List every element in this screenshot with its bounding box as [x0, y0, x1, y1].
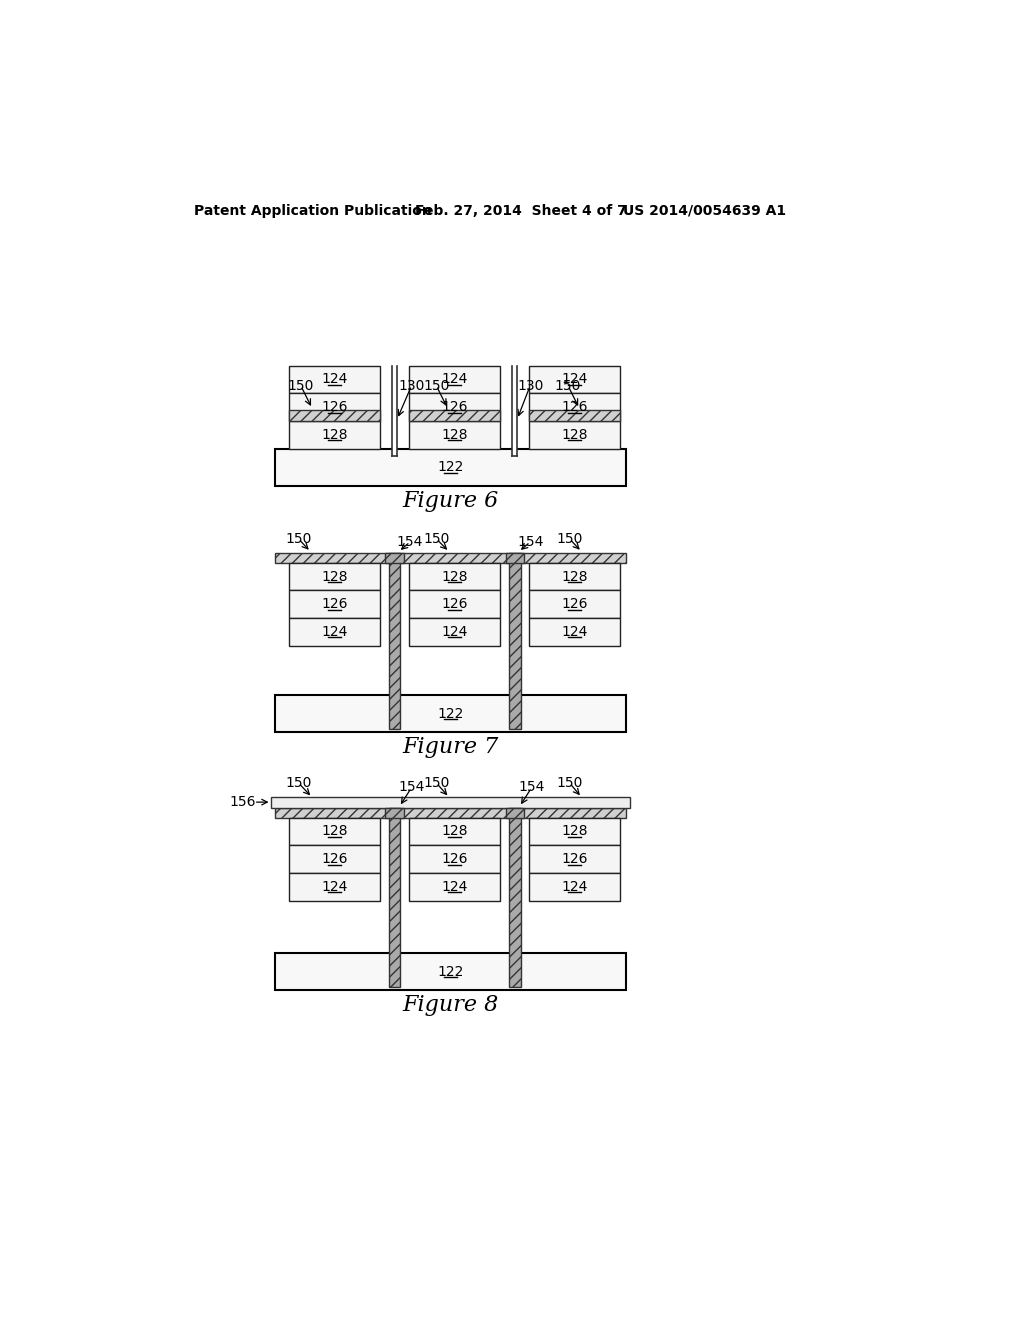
Text: 154: 154 — [518, 780, 545, 795]
Text: 124: 124 — [322, 372, 348, 387]
Text: 150: 150 — [288, 379, 314, 392]
Bar — [289, 393, 380, 421]
Bar — [410, 562, 500, 590]
Text: 154: 154 — [517, 535, 544, 549]
Bar — [275, 696, 626, 733]
Bar — [529, 845, 621, 873]
Text: 154: 154 — [398, 780, 425, 795]
Bar — [275, 808, 626, 817]
Text: 126: 126 — [322, 400, 348, 414]
Text: 150: 150 — [556, 776, 583, 789]
Text: 150: 150 — [555, 379, 581, 392]
Bar — [275, 449, 626, 486]
Bar — [506, 808, 524, 817]
Bar — [509, 553, 520, 729]
Text: 126: 126 — [322, 597, 348, 611]
Text: 130: 130 — [398, 379, 425, 392]
Text: 128: 128 — [441, 569, 468, 583]
Text: 126: 126 — [561, 400, 588, 414]
Text: 126: 126 — [441, 853, 468, 866]
Text: 128: 128 — [561, 569, 588, 583]
Text: 150: 150 — [556, 532, 583, 545]
Bar — [529, 590, 621, 618]
Bar — [506, 553, 524, 562]
Bar — [289, 817, 380, 845]
Text: 150: 150 — [423, 532, 450, 545]
Text: Feb. 27, 2014  Sheet 4 of 7: Feb. 27, 2014 Sheet 4 of 7 — [416, 203, 628, 218]
Bar — [289, 366, 380, 393]
Bar — [529, 421, 621, 449]
Text: Figure 7: Figure 7 — [402, 737, 499, 759]
Bar — [410, 366, 500, 393]
Bar — [410, 393, 500, 421]
Text: 150: 150 — [286, 776, 311, 789]
Bar — [410, 845, 500, 873]
Text: Figure 6: Figure 6 — [402, 490, 499, 512]
Text: 128: 128 — [561, 825, 588, 838]
Bar — [529, 393, 621, 421]
Bar — [289, 562, 380, 590]
Text: 124: 124 — [441, 624, 468, 639]
Text: 124: 124 — [441, 880, 468, 894]
Text: 124: 124 — [441, 372, 468, 387]
Text: 130: 130 — [517, 379, 544, 392]
Text: 128: 128 — [322, 569, 348, 583]
Text: 128: 128 — [322, 428, 348, 442]
Text: 150: 150 — [423, 776, 450, 789]
Text: 128: 128 — [561, 428, 588, 442]
Bar — [410, 618, 500, 645]
Text: 124: 124 — [561, 372, 588, 387]
Bar — [410, 590, 500, 618]
Bar — [529, 817, 621, 845]
Bar — [289, 421, 380, 449]
Bar — [389, 553, 400, 729]
Text: 126: 126 — [441, 597, 468, 611]
Bar — [392, 366, 397, 461]
Text: Figure 8: Figure 8 — [402, 994, 499, 1016]
Bar — [529, 873, 621, 900]
Bar — [509, 808, 520, 987]
Text: 126: 126 — [561, 853, 588, 866]
Text: Patent Application Publication: Patent Application Publication — [194, 203, 431, 218]
Text: 124: 124 — [322, 624, 348, 639]
Text: 150: 150 — [423, 379, 450, 392]
Bar — [385, 808, 403, 817]
Text: 122: 122 — [437, 965, 464, 978]
Bar — [529, 366, 621, 393]
Text: 128: 128 — [441, 825, 468, 838]
Text: 126: 126 — [441, 400, 468, 414]
Bar — [512, 366, 517, 461]
Bar — [410, 873, 500, 900]
Bar — [410, 411, 500, 421]
Text: 156: 156 — [229, 795, 256, 809]
Bar — [385, 553, 403, 562]
Text: 122: 122 — [437, 706, 464, 721]
Text: 126: 126 — [322, 853, 348, 866]
Text: 154: 154 — [397, 535, 423, 549]
Bar — [389, 808, 400, 987]
Bar — [289, 873, 380, 900]
Text: 124: 124 — [322, 880, 348, 894]
Bar — [289, 590, 380, 618]
Bar — [289, 411, 380, 421]
Text: 128: 128 — [441, 428, 468, 442]
Bar — [410, 421, 500, 449]
Bar — [271, 797, 630, 808]
Bar — [289, 618, 380, 645]
Text: 126: 126 — [561, 597, 588, 611]
Text: 124: 124 — [561, 880, 588, 894]
Bar — [289, 845, 380, 873]
Bar — [529, 562, 621, 590]
Text: 150: 150 — [286, 532, 311, 545]
Bar — [410, 817, 500, 845]
Text: 128: 128 — [322, 825, 348, 838]
Bar — [275, 953, 626, 990]
Bar — [275, 553, 626, 562]
Text: US 2014/0054639 A1: US 2014/0054639 A1 — [624, 203, 786, 218]
Text: 122: 122 — [437, 461, 464, 474]
Bar — [529, 618, 621, 645]
Bar — [529, 411, 621, 421]
Text: 124: 124 — [561, 624, 588, 639]
